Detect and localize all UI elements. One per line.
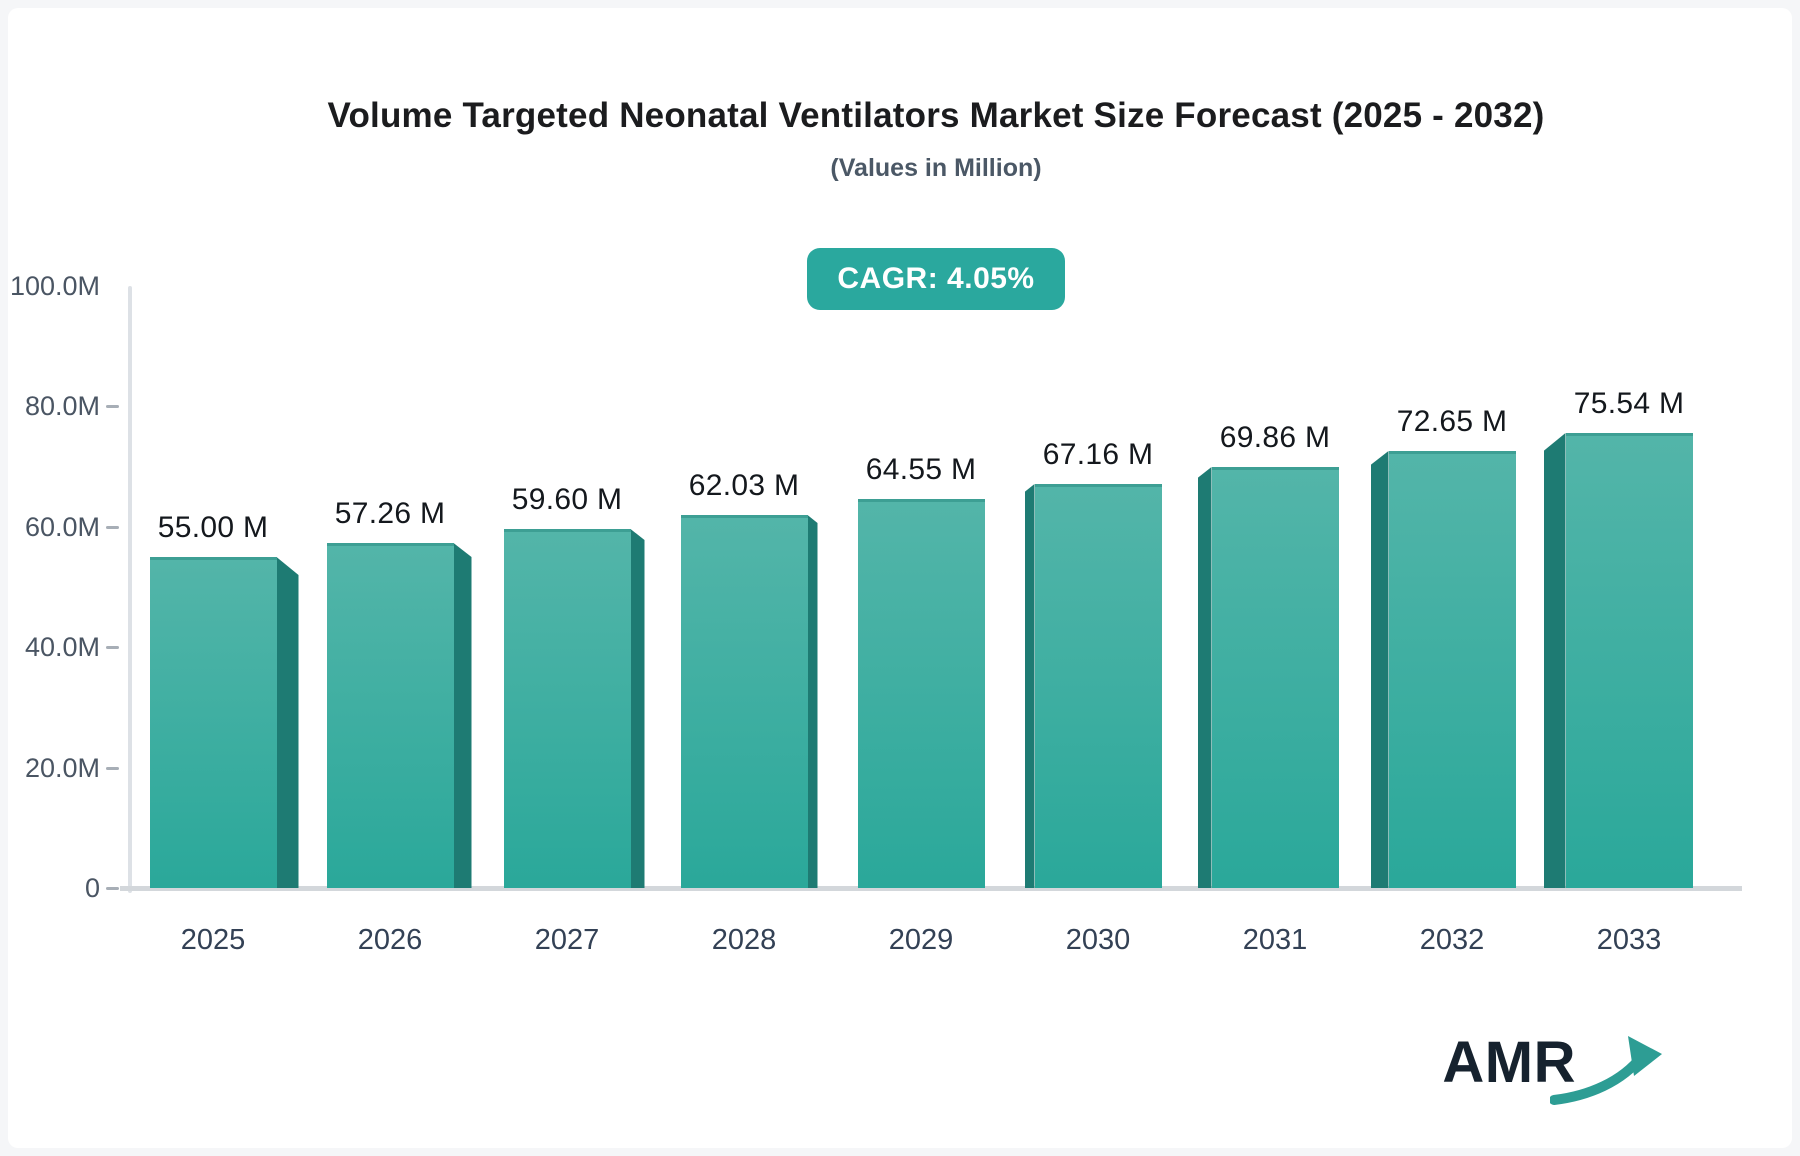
y-axis-tick-label: 60.0M	[24, 511, 100, 542]
bar	[1034, 484, 1162, 888]
y-axis-tick-label: 0	[84, 873, 100, 903]
bar-value-label: 55.00 M	[157, 511, 269, 544]
y-axis-tick-mark	[106, 766, 119, 770]
bar-side-face	[1543, 433, 1566, 888]
bar-value-label: 57.26 M	[334, 497, 446, 530]
x-axis-line	[120, 886, 1742, 891]
x-axis-category-label: 2033	[1596, 924, 1662, 956]
x-axis-category-label: 2032	[1419, 924, 1485, 956]
cagr-badge-wrap: CAGR: 4.05%	[130, 248, 1742, 310]
y-axis-tick-mark	[106, 405, 119, 409]
bar	[1565, 433, 1693, 888]
bar-side-face	[1370, 451, 1389, 888]
bar-value-label: 67.16 M	[1042, 438, 1154, 471]
amr-logo-text: AMR	[1442, 1030, 1576, 1095]
chart-title: Volume Targeted Neonatal Ventilators Mar…	[327, 96, 1545, 135]
bar	[503, 529, 631, 888]
y-axis-tick-label: 100.0M	[9, 271, 100, 301]
bar	[857, 499, 985, 888]
bar-side-face	[1197, 467, 1212, 888]
bar	[326, 543, 454, 888]
trend-up-arrow-icon	[1550, 1036, 1662, 1105]
y-axis-tick-mark	[106, 525, 119, 529]
bar-side-face	[276, 557, 299, 888]
bar-value-label: 59.60 M	[511, 483, 623, 516]
chart-card: Volume Targeted Neonatal Ventilators Mar…	[8, 8, 1792, 1148]
x-axis-category-label: 2027	[534, 924, 600, 956]
x-axis-category-label: 2031	[1242, 924, 1308, 956]
y-axis-tick-label: 20.0M	[24, 752, 100, 783]
bar	[1211, 467, 1339, 888]
bar-value-label: 75.54 M	[1573, 387, 1685, 420]
x-axis-category-label: 2029	[888, 924, 954, 956]
bar-value-label: 72.65 M	[1396, 405, 1508, 438]
x-axis-category-label: 2026	[357, 924, 423, 956]
y-axis-line	[128, 286, 132, 893]
bar-side-face	[453, 543, 472, 888]
y-axis-tick-mark	[106, 887, 119, 890]
bar-value-label: 62.03 M	[688, 469, 800, 502]
bar-side-face	[807, 515, 818, 888]
x-axis-category-label: 2025	[180, 924, 246, 956]
bar-side-face	[1024, 484, 1035, 888]
bar-value-label: 64.55 M	[865, 453, 977, 486]
chart-subtitle: (Values in Million)	[830, 154, 1042, 182]
amr-logo: AMR	[1442, 1030, 1662, 1105]
bar-chart: 0 20.0M 40.0M 60.0M 80.0M 100.0M 55.00 M 2025 5…	[8, 8, 1792, 1148]
bar	[680, 515, 808, 888]
x-axis-category-label: 2028	[711, 924, 777, 956]
bar-value-label: 69.86 M	[1219, 421, 1331, 454]
y-axis-tick-label: 40.0M	[24, 632, 100, 663]
y-axis-tick-mark	[106, 646, 119, 650]
bar	[149, 557, 277, 888]
x-axis-category-label: 2030	[1065, 924, 1131, 956]
bar	[1388, 451, 1516, 888]
y-axis-tick-label: 80.0M	[24, 391, 100, 422]
bar-side-face	[630, 529, 645, 888]
cagr-badge: CAGR: 4.05%	[807, 248, 1065, 310]
